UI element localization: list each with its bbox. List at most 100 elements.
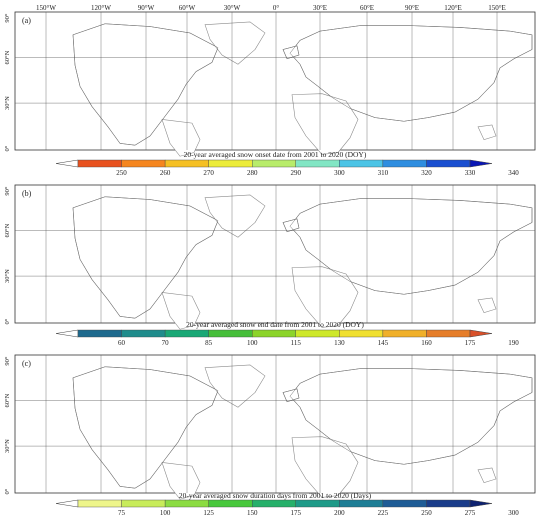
longitude-label: 30°E: [313, 4, 327, 12]
colorbar-tick-label: 100: [160, 509, 171, 517]
longitude-label: 150°E: [488, 4, 506, 12]
colorbar-segment: [382, 499, 427, 508]
colorbar-tick-label: 340: [508, 169, 519, 177]
colorbar-tick-label: 130: [334, 339, 345, 347]
colorbar-segment: [382, 329, 427, 338]
colorbar-tick-label: 250: [116, 169, 127, 177]
colorbar-segment: [339, 159, 384, 168]
latitude-label: 60°N: [4, 50, 11, 64]
longitude-label: 30°W: [224, 4, 241, 12]
colorbar-tick-label: 85: [205, 339, 213, 347]
longitude-label: 0°: [273, 4, 280, 12]
colorbar-tick-label: 115: [291, 339, 302, 347]
colorbar-segment: [426, 329, 471, 338]
colorbar-tick-label: 280: [247, 169, 258, 177]
colorbar-arrow-max: [469, 159, 493, 168]
map-panel: 90° 60°N 30°N 0° (a) 20-year averaged snow on…: [4, 11, 536, 177]
colorbar: 250 260 270 280 290 300 310 320 330 340: [55, 159, 519, 177]
panels-container: 90° 60°N 30°N 0° (a) 20-year averaged snow on…: [4, 11, 536, 517]
colorbar-tick-label: 310: [378, 169, 389, 177]
colorbar-arrow-max: [469, 329, 493, 338]
colorbar-tick-label: 150: [247, 509, 258, 517]
colorbar-tick-label: 60: [118, 339, 126, 347]
panel-label: (c): [22, 359, 31, 368]
colorbar-tick-label: 290: [291, 169, 302, 177]
latitude-label: 60°N: [4, 223, 11, 237]
colorbar: 75 100 125 150 175 200 225 250 275 300: [55, 499, 519, 517]
latitude-label: 0°: [4, 145, 11, 151]
longitude-label: 90°W: [138, 4, 155, 12]
colorbar-segment: [121, 159, 166, 168]
colorbar-tick-label: 200: [334, 509, 345, 517]
colorbar-segment: [252, 329, 296, 338]
colorbar-tick-label: 250: [421, 509, 432, 517]
colorbar-tick-label: 145: [378, 339, 389, 347]
colorbar-title: 20-year averaged snow end date from 2001…: [186, 320, 364, 329]
longitude-label: 60°W: [179, 4, 196, 12]
colorbar-title: 20-year averaged snow onset date from 20…: [184, 150, 367, 159]
colorbar-tick-label: 270: [203, 169, 214, 177]
colorbar-title: 20-year averaged snow duration days from…: [179, 491, 372, 500]
colorbar-tick-label: 320: [421, 169, 432, 177]
latitude-label: 30°N: [4, 269, 11, 283]
colorbar-segment: [426, 159, 471, 168]
colorbar-segment: [339, 329, 384, 338]
longitude-label: 90°E: [405, 4, 419, 12]
colorbar-tick-label: 260: [160, 169, 171, 177]
panel-label: (a): [22, 16, 31, 25]
colorbar-segment: [295, 499, 340, 508]
colorbar-segment: [295, 329, 340, 338]
longitude-label: 60°E: [360, 4, 374, 12]
colorbar: 60 70 85 100 115 130 145 160 175 190: [55, 329, 519, 347]
colorbar-tick-label: 275: [465, 509, 476, 517]
colorbar-tick-label: 160: [421, 339, 432, 347]
colorbar-segment: [382, 159, 427, 168]
colorbar-tick-label: 225: [378, 509, 389, 517]
colorbar-segment: [121, 499, 166, 508]
colorbar-segment: [164, 329, 209, 338]
map-panel: 90° 60°N 30°N 0° (b) 20-year averaged snow en…: [4, 184, 536, 347]
latitude-label: 30°N: [4, 439, 11, 453]
colorbar-segment: [295, 159, 340, 168]
colorbar-tick-label: 70: [162, 339, 170, 347]
colorbar-segment: [208, 159, 253, 168]
colorbar-tick-label: 175: [291, 509, 302, 517]
colorbar-segment: [77, 499, 122, 508]
colorbar-tick-label: 100: [247, 339, 258, 347]
colorbar-tick-label: 175: [465, 339, 476, 347]
longitude-label: 150°W: [36, 4, 56, 12]
colorbar-tick-label: 75: [118, 509, 126, 517]
latitude-label: 30°N: [4, 96, 11, 110]
latitude-label: 60°N: [4, 393, 11, 407]
colorbar-tick-label: 330: [465, 169, 476, 177]
colorbar-segment: [77, 159, 122, 168]
colorbar-arrow-max: [469, 499, 493, 508]
colorbar-arrow-min: [55, 499, 79, 508]
latitude-label: 90°: [4, 13, 11, 23]
colorbar-segment: [252, 499, 296, 508]
colorbar-tick-label: 190: [508, 339, 519, 347]
colorbar-segment: [164, 159, 209, 168]
longitude-label: 120°E: [444, 4, 462, 12]
latitude-label: 0°: [4, 488, 11, 494]
map-panel: 90° 60°N 30°N 0° (c) 20-year averaged snow du…: [4, 354, 536, 517]
latitude-label: 90°: [4, 186, 11, 196]
colorbar-segment: [164, 499, 209, 508]
colorbar-segment: [208, 499, 253, 508]
colorbar-segment: [339, 499, 384, 508]
colorbar-segment: [121, 329, 166, 338]
latitude-label: 90°: [4, 356, 11, 366]
colorbar-segment: [252, 159, 296, 168]
longitude-axis-labels: 150°W 120°W 90°W 60°W 30°W 0° 30°E 60°E 90°E 120°…: [36, 4, 506, 12]
colorbar-segment: [77, 329, 122, 338]
colorbar-segment: [208, 329, 253, 338]
panel-label: (b): [22, 189, 32, 198]
colorbar-tick-label: 300: [334, 169, 345, 177]
colorbar-arrow-min: [55, 159, 79, 168]
colorbar-tick-label: 300: [508, 509, 519, 517]
colorbar-arrow-min: [55, 329, 79, 338]
colorbar-tick-label: 125: [203, 509, 214, 517]
latitude-label: 0°: [4, 318, 11, 324]
colorbar-segment: [426, 499, 471, 508]
